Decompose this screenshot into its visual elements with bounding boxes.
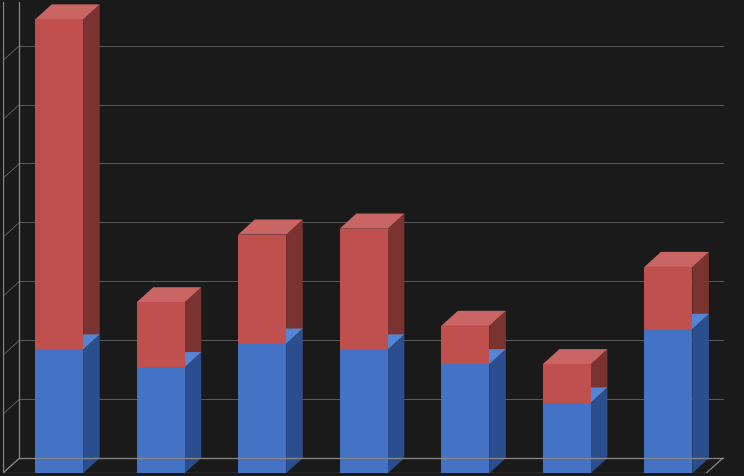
Polygon shape xyxy=(83,5,100,350)
Polygon shape xyxy=(238,344,286,473)
Polygon shape xyxy=(238,329,303,344)
Polygon shape xyxy=(543,403,591,473)
Polygon shape xyxy=(137,288,201,303)
Polygon shape xyxy=(185,288,201,367)
Polygon shape xyxy=(591,387,607,473)
Polygon shape xyxy=(340,229,388,350)
Polygon shape xyxy=(644,329,693,473)
Polygon shape xyxy=(693,252,709,329)
Polygon shape xyxy=(340,214,404,229)
Polygon shape xyxy=(693,314,709,473)
Polygon shape xyxy=(35,350,83,473)
Polygon shape xyxy=(35,20,83,350)
Polygon shape xyxy=(591,349,607,403)
Polygon shape xyxy=(388,335,404,473)
Polygon shape xyxy=(441,311,506,326)
Polygon shape xyxy=(137,352,201,367)
Polygon shape xyxy=(286,220,303,344)
Polygon shape xyxy=(185,352,201,473)
Polygon shape xyxy=(286,329,303,473)
Polygon shape xyxy=(441,365,490,473)
Polygon shape xyxy=(238,220,303,235)
Polygon shape xyxy=(441,349,506,365)
Polygon shape xyxy=(543,365,591,403)
Polygon shape xyxy=(83,335,100,473)
Polygon shape xyxy=(137,303,185,367)
Polygon shape xyxy=(340,335,404,350)
Polygon shape xyxy=(388,214,404,350)
Polygon shape xyxy=(490,311,506,365)
Polygon shape xyxy=(543,387,607,403)
Polygon shape xyxy=(543,349,607,365)
Polygon shape xyxy=(35,335,100,350)
Polygon shape xyxy=(644,252,709,268)
Polygon shape xyxy=(238,235,286,344)
Polygon shape xyxy=(644,268,693,329)
Polygon shape xyxy=(441,326,490,365)
Polygon shape xyxy=(644,314,709,329)
Polygon shape xyxy=(35,5,100,20)
Polygon shape xyxy=(137,367,185,473)
Polygon shape xyxy=(490,349,506,473)
Polygon shape xyxy=(340,350,388,473)
